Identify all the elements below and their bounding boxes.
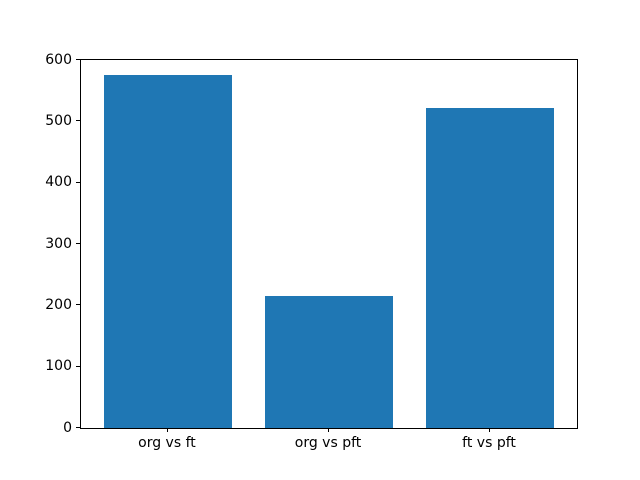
y-tick-mark [76,181,80,183]
y-tick-mark [76,59,80,60]
bar-org-vs-pft [264,296,394,428]
y-tick-label: 100 [45,358,72,375]
y-tick-mark [76,427,80,428]
y-tick-mark [76,120,80,122]
y-tick-label: 300 [45,235,72,252]
bar-ft-vs-pft [425,108,555,428]
x-tick-label: ft vs pft [462,435,516,451]
x-tick-mark [489,428,491,432]
y-tick-label: 200 [45,296,72,313]
y-tick-mark [76,243,80,244]
y-tick-label: 400 [45,174,72,191]
y-tick-mark [76,365,80,367]
bar-org-vs-ft [103,75,233,428]
y-tick-label: 500 [45,112,72,129]
x-tick-mark [166,428,168,432]
y-tick-mark [76,304,80,306]
plot-area [80,59,578,429]
y-tick-label: 0 [63,419,72,436]
x-tick-mark [328,428,329,432]
y-tick-label: 600 [45,51,72,68]
x-tick-label: org vs ft [138,435,196,451]
x-tick-label: org vs pft [294,435,362,451]
